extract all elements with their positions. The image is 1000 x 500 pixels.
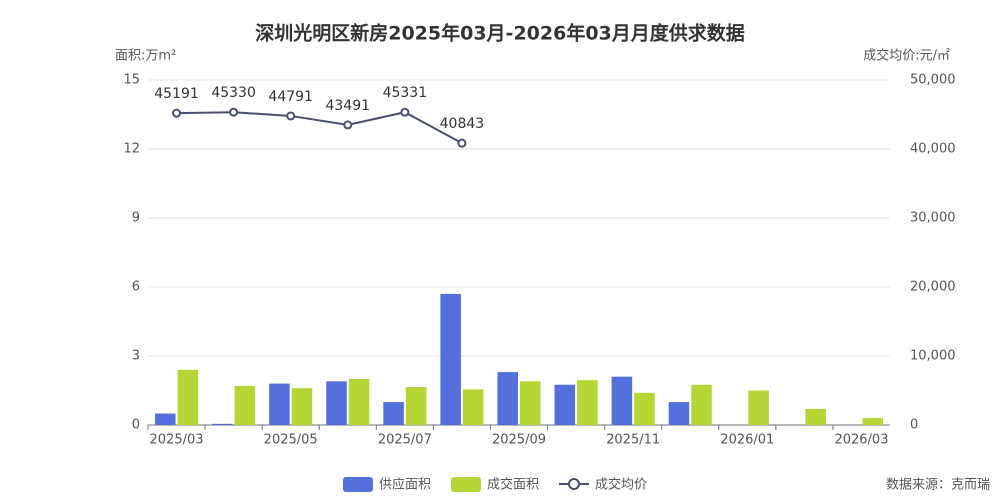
x-tick-label: 2025/11: [606, 433, 660, 448]
legend-swatch: [568, 478, 580, 490]
data-label: 44791: [268, 89, 313, 105]
bar: [497, 372, 518, 425]
bar: [611, 376, 633, 425]
bar: [748, 390, 769, 425]
legend-swatch: [451, 477, 481, 492]
legend-label: 成交面积: [487, 477, 539, 493]
x-tick-label: 2025/07: [378, 433, 432, 448]
line-point: [400, 107, 410, 117]
y-axis-label: 面积:万m²: [115, 49, 176, 64]
legend-swatch: [343, 477, 373, 492]
bar: [405, 387, 427, 425]
y2-tick-label: 40,000: [910, 142, 956, 157]
legend-label: 供应面积: [379, 477, 431, 493]
y-tick-label: 12: [123, 142, 140, 157]
chart-title: 深圳光明区新房2025年03月-2026年03月月度供求数据: [255, 22, 745, 45]
x-tick-label: 2025/03: [150, 433, 204, 448]
bar: [462, 389, 484, 425]
data-label: 45331: [383, 85, 428, 101]
data-label: 45191: [154, 86, 199, 102]
x-tick-label: 2026/01: [720, 433, 774, 448]
bar: [554, 384, 576, 425]
bar: [154, 413, 176, 425]
bar: [691, 384, 712, 425]
bar: [577, 380, 598, 425]
y2-tick-label: 0: [910, 418, 918, 433]
y-tick-label: 3: [132, 349, 140, 364]
legend-label: 成交均价: [595, 477, 647, 493]
x-tick-label: 2026/03: [834, 433, 888, 448]
bar: [862, 418, 884, 425]
x-tick-label: 2025/09: [492, 433, 546, 448]
y-tick-label: 9: [132, 211, 140, 226]
bar: [177, 369, 199, 425]
data-label: 40843: [440, 116, 485, 132]
line-point: [229, 107, 239, 117]
bar: [440, 293, 461, 425]
y2-axis-label: 成交均价:元/㎡: [863, 48, 950, 64]
bar: [348, 379, 370, 425]
bar: [291, 388, 313, 425]
data-label: 43491: [325, 98, 370, 114]
line-point: [343, 120, 353, 130]
x-tick-label: 2025/05: [264, 433, 318, 448]
bar: [383, 402, 404, 425]
bar: [668, 402, 690, 425]
line-point: [457, 138, 467, 148]
line-point: [172, 108, 182, 118]
bar: [269, 383, 290, 425]
line-point: [286, 111, 296, 121]
bar: [212, 423, 233, 425]
bar: [520, 381, 541, 425]
bar: [634, 392, 655, 425]
bar: [805, 408, 826, 425]
y2-tick-label: 30,000: [910, 211, 956, 226]
source: 数据来源：克而瑞: [886, 478, 990, 493]
y2-tick-label: 10,000: [910, 349, 956, 364]
bar: [234, 385, 256, 425]
y2-tick-label: 50,000: [910, 73, 956, 88]
line: [176, 111, 463, 145]
y2-tick-label: 20,000: [910, 280, 956, 295]
y-tick-label: 0: [132, 418, 140, 433]
y-tick-label: 6: [132, 280, 140, 295]
y-tick-label: 15: [123, 73, 140, 88]
data-label: 45330: [211, 85, 256, 101]
bar: [326, 381, 347, 425]
